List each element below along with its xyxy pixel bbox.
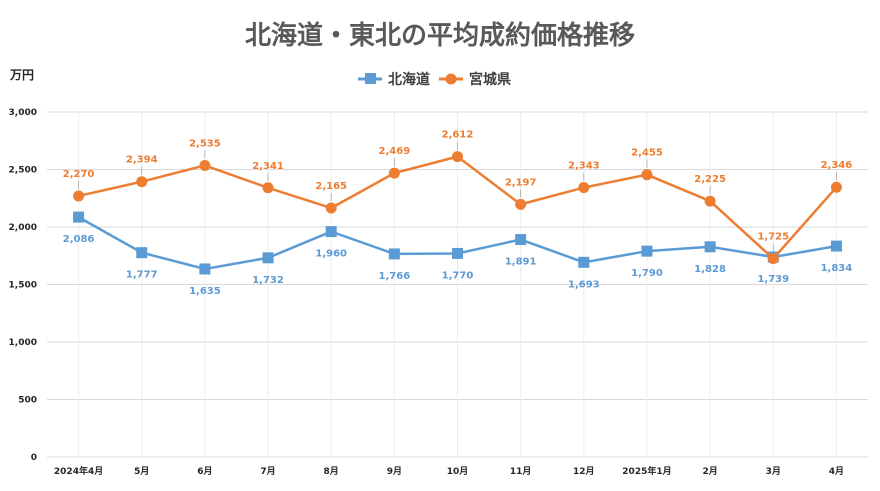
data-point-circle — [641, 169, 653, 181]
data-point-circle — [73, 190, 85, 202]
data-point-circle — [515, 198, 527, 210]
data-point-square — [73, 211, 85, 223]
legend-marker-circle — [445, 73, 457, 85]
legend-label: 北海道 — [388, 71, 430, 88]
data-label: 2,394 — [126, 155, 158, 166]
data-label: 1,732 — [252, 275, 284, 286]
legend-marker-square — [365, 73, 376, 84]
data-label: 2,343 — [568, 161, 600, 172]
x-tick-label: 5月 — [134, 466, 149, 477]
data-point-circle — [578, 182, 590, 194]
data-label: 1,725 — [757, 232, 789, 243]
x-tick-label: 4月 — [829, 466, 844, 477]
y-tick-label: 500 — [18, 396, 37, 406]
data-label: 2,197 — [505, 177, 537, 188]
y-tick-label: 2,000 — [9, 223, 37, 233]
y-tick-label: 1,000 — [9, 338, 37, 348]
data-point-circle — [388, 167, 400, 179]
data-point-square — [578, 256, 590, 268]
data-labels: 2,086 1,777 1,635 1,732 1,960 1,766 1,770 1,891… — [63, 130, 853, 297]
data-label: 2,455 — [631, 148, 663, 159]
data-label: 1,770 — [442, 270, 474, 281]
y-tick-label: 3,000 — [9, 108, 37, 118]
data-point-circle — [136, 176, 148, 188]
x-tick-label: 12月 — [573, 466, 595, 477]
y-tick-label: 0 — [31, 453, 37, 463]
data-label: 1,739 — [757, 274, 789, 285]
x-tick-label: 2024年4月 — [54, 465, 103, 477]
data-label: 1,790 — [631, 268, 663, 279]
data-point-square — [452, 247, 463, 259]
x-tick-label: 2月 — [702, 466, 717, 477]
x-tick-label: 6月 — [197, 466, 212, 477]
data-point-square — [641, 245, 653, 257]
y-axis-ticks: 0 500 1,000 1,500 2,000 2,500 3,000 — [9, 108, 37, 463]
data-point-square — [199, 263, 211, 275]
data-label: 1,960 — [315, 249, 347, 260]
data-label: 2,225 — [694, 174, 726, 185]
x-tick-label: 7月 — [260, 466, 275, 477]
data-label: 2,469 — [379, 146, 411, 157]
data-label: 1,693 — [568, 279, 600, 290]
data-point-circle — [452, 151, 463, 163]
data-label: 2,612 — [442, 130, 474, 141]
data-point-square — [830, 240, 842, 252]
legend: 北海道 宮城県 — [358, 71, 511, 88]
x-axis-ticks: 2024年4月 5月 6月 7月 8月 9月 10月 11月 12月 2025年1月 2月 3月 4月 — [54, 465, 844, 477]
data-point-square — [515, 234, 527, 246]
x-tick-label: 8月 — [324, 466, 339, 477]
data-label: 1,828 — [694, 264, 726, 275]
data-point-square — [388, 248, 400, 260]
series-layer — [73, 151, 842, 275]
data-point-circle — [704, 195, 716, 207]
data-point-square — [325, 226, 337, 238]
gridlines — [47, 111, 868, 458]
data-label: 2,535 — [189, 138, 221, 149]
x-tick-label: 11月 — [510, 466, 532, 477]
chart-title: 北海道・東北の平均成約価格推移 — [245, 20, 635, 51]
data-label: 1,766 — [379, 271, 411, 282]
data-point-square — [136, 247, 148, 259]
x-tick-label: 2025年1月 — [622, 465, 671, 477]
data-point-square — [704, 241, 716, 253]
y-tick-label: 2,500 — [9, 166, 37, 176]
data-label: 1,635 — [189, 286, 221, 297]
y-axis-unit: 万円 — [9, 68, 34, 82]
data-label: 2,346 — [821, 160, 853, 171]
data-label: 2,341 — [252, 161, 284, 172]
data-point-circle — [262, 182, 274, 194]
x-tick-label: 10月 — [447, 466, 469, 477]
data-point-square — [262, 252, 274, 264]
data-label: 2,165 — [315, 181, 347, 192]
legend-label: 宮城県 — [469, 71, 511, 88]
data-label: 2,270 — [63, 169, 95, 180]
x-tick-label: 3月 — [766, 466, 781, 477]
data-point-circle — [199, 159, 211, 171]
data-label: 1,891 — [505, 257, 537, 268]
x-tick-label: 9月 — [387, 466, 402, 477]
data-point-circle — [767, 253, 779, 265]
data-point-circle — [325, 202, 337, 214]
data-point-circle — [830, 181, 842, 193]
data-label: 2,086 — [63, 234, 95, 245]
data-label: 1,777 — [126, 270, 158, 281]
y-tick-label: 1,500 — [9, 281, 37, 291]
data-label: 1,834 — [821, 263, 853, 274]
